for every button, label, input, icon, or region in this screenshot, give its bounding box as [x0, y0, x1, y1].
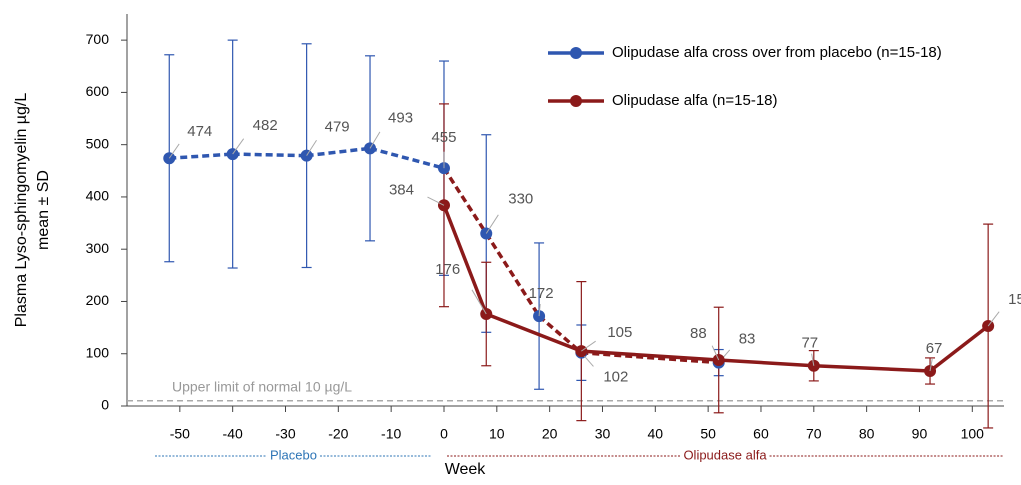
x-tick-label: 60 — [753, 426, 769, 442]
leader-line — [427, 196, 445, 206]
line-segment — [718, 358, 814, 368]
period-label: Olipudase alfa — [683, 447, 767, 462]
leader-line — [581, 340, 596, 352]
line-segment — [306, 146, 371, 158]
x-tick-label: 50 — [700, 426, 716, 442]
data-label: 455 — [431, 129, 456, 146]
y-tick-label: 700 — [86, 31, 110, 47]
x-tick-label: 100 — [961, 426, 985, 442]
leader-line — [485, 214, 499, 234]
y-tick-label: 500 — [86, 135, 110, 151]
x-tick-label: 70 — [806, 426, 822, 442]
x-tick-label: -40 — [223, 426, 243, 442]
period-label: Placebo — [270, 447, 317, 462]
legend-marker — [570, 95, 582, 107]
data-label: 493 — [388, 109, 413, 126]
x-tick-label: 90 — [912, 426, 928, 442]
data-label: 482 — [253, 117, 278, 134]
data-label: 102 — [603, 369, 628, 386]
line-segment — [232, 152, 307, 158]
y-tick-label: 100 — [86, 344, 110, 360]
x-tick-label: 80 — [859, 426, 875, 442]
leader-line — [711, 345, 720, 361]
line-segment — [169, 152, 233, 161]
data-label: 105 — [607, 324, 632, 341]
data-label: 172 — [529, 285, 554, 302]
y-tick-label: 400 — [86, 188, 110, 204]
y-axis-label: Plasma Lyso-sphingomyelin µg/L — [13, 93, 30, 328]
data-label: 88 — [690, 325, 707, 342]
line-segment — [369, 146, 445, 170]
x-tick-label: -30 — [275, 426, 295, 442]
leader-line — [538, 303, 541, 317]
data-label: 330 — [508, 190, 533, 207]
reference-label: Upper limit of normal 10 µg/L — [172, 378, 352, 394]
x-tick-label: 0 — [440, 426, 448, 442]
leader-line — [471, 289, 487, 315]
leader-line — [987, 311, 1000, 327]
data-label: 77 — [801, 335, 818, 352]
data-label: 479 — [325, 119, 350, 136]
y-tick-label: 600 — [86, 83, 110, 99]
leader-line — [168, 143, 180, 159]
y-tick-label: 300 — [86, 240, 110, 256]
x-tick-label: -20 — [328, 426, 348, 442]
data-label: 176 — [435, 261, 460, 278]
data-label: 474 — [187, 123, 212, 140]
leader-line — [369, 131, 381, 149]
leader-line — [929, 358, 933, 372]
legend-marker — [570, 47, 582, 59]
legend-label: Olipudase alfa (n=15-18) — [612, 92, 778, 109]
data-label: 67 — [926, 340, 943, 357]
leader-line — [232, 138, 245, 155]
line-segment — [581, 349, 719, 362]
x-tick-label: 20 — [542, 426, 558, 442]
x-tick-label: 30 — [595, 426, 611, 442]
y-axis-label: mean ± SD — [35, 170, 52, 250]
line-segment — [813, 364, 931, 373]
data-label: 153 — [1008, 291, 1021, 308]
data-label: 384 — [389, 181, 414, 198]
line-segment — [928, 324, 990, 373]
legend-label: Olipudase alfa cross over from placebo (… — [612, 44, 942, 61]
line-segment — [442, 167, 488, 235]
line-segment — [442, 204, 488, 315]
line-segment — [484, 232, 541, 318]
x-tick-label: 40 — [648, 426, 664, 442]
leader-line — [811, 353, 815, 366]
line-segment — [485, 312, 582, 353]
x-tick-label: 10 — [489, 426, 505, 442]
x-tick-label: -50 — [170, 426, 190, 442]
data-label: 83 — [739, 331, 756, 348]
y-tick-label: 0 — [101, 397, 109, 413]
x-tick-label: -10 — [381, 426, 401, 442]
leader-line — [306, 139, 317, 156]
x-axis-label: Week — [445, 461, 487, 478]
y-tick-label: 200 — [86, 292, 110, 308]
